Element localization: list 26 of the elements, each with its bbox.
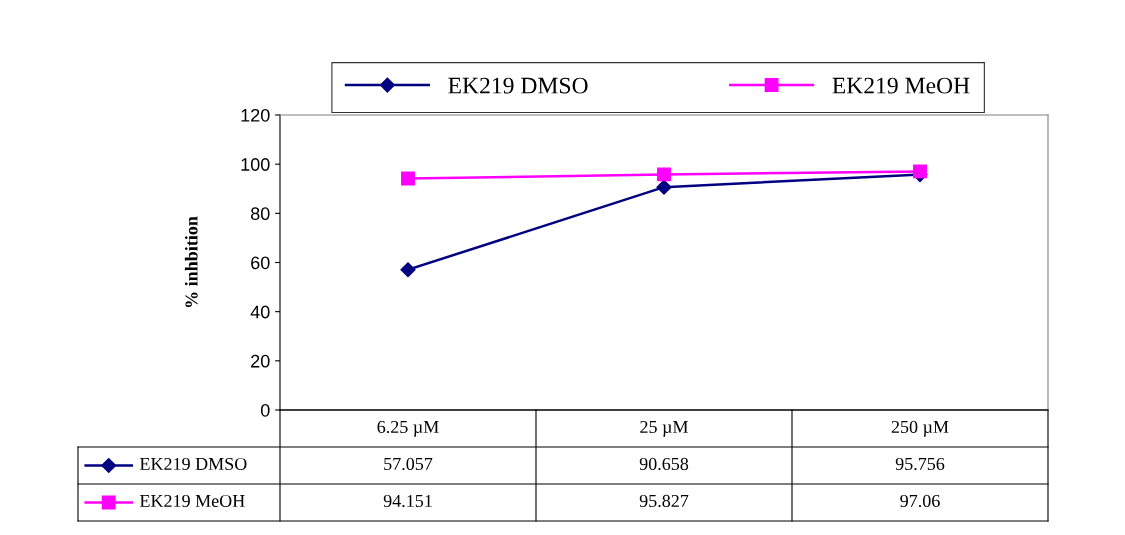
point [401,171,415,186]
point [657,167,671,182]
x-tick-label: 250 µM [891,420,949,437]
y-tick-label: 80 [250,207,270,221]
legend-label: EK219 DMSO [448,77,588,94]
legend-label: EK219 MeOH [832,77,970,94]
y-tick-label: 20 [251,354,270,368]
y-tick-label: 40 [250,305,270,319]
y-tick-label: 100 [241,158,270,171]
point [656,179,672,195]
y-tick-label: 120 [241,108,270,122]
data-label: 57.057 [384,457,433,471]
data-label: 94.151 [383,494,432,508]
data-label: 95.756 [895,457,945,471]
point [913,164,927,179]
x-tick-label: 25 µM [640,420,688,437]
data-label: 90.658 [639,457,689,471]
text: EK219 MeOH [139,494,245,508]
y-tick-label: 0 [260,403,270,417]
y-axis-title: % inhbition [184,216,198,308]
y-tick-label: 60 [251,256,270,270]
data-label: 97.06 [900,494,940,508]
x-tick-label: 6.25 µM [377,420,439,437]
data-label: 95.827 [639,494,689,508]
point [400,262,416,278]
text: EK219 DMSO [139,457,247,471]
